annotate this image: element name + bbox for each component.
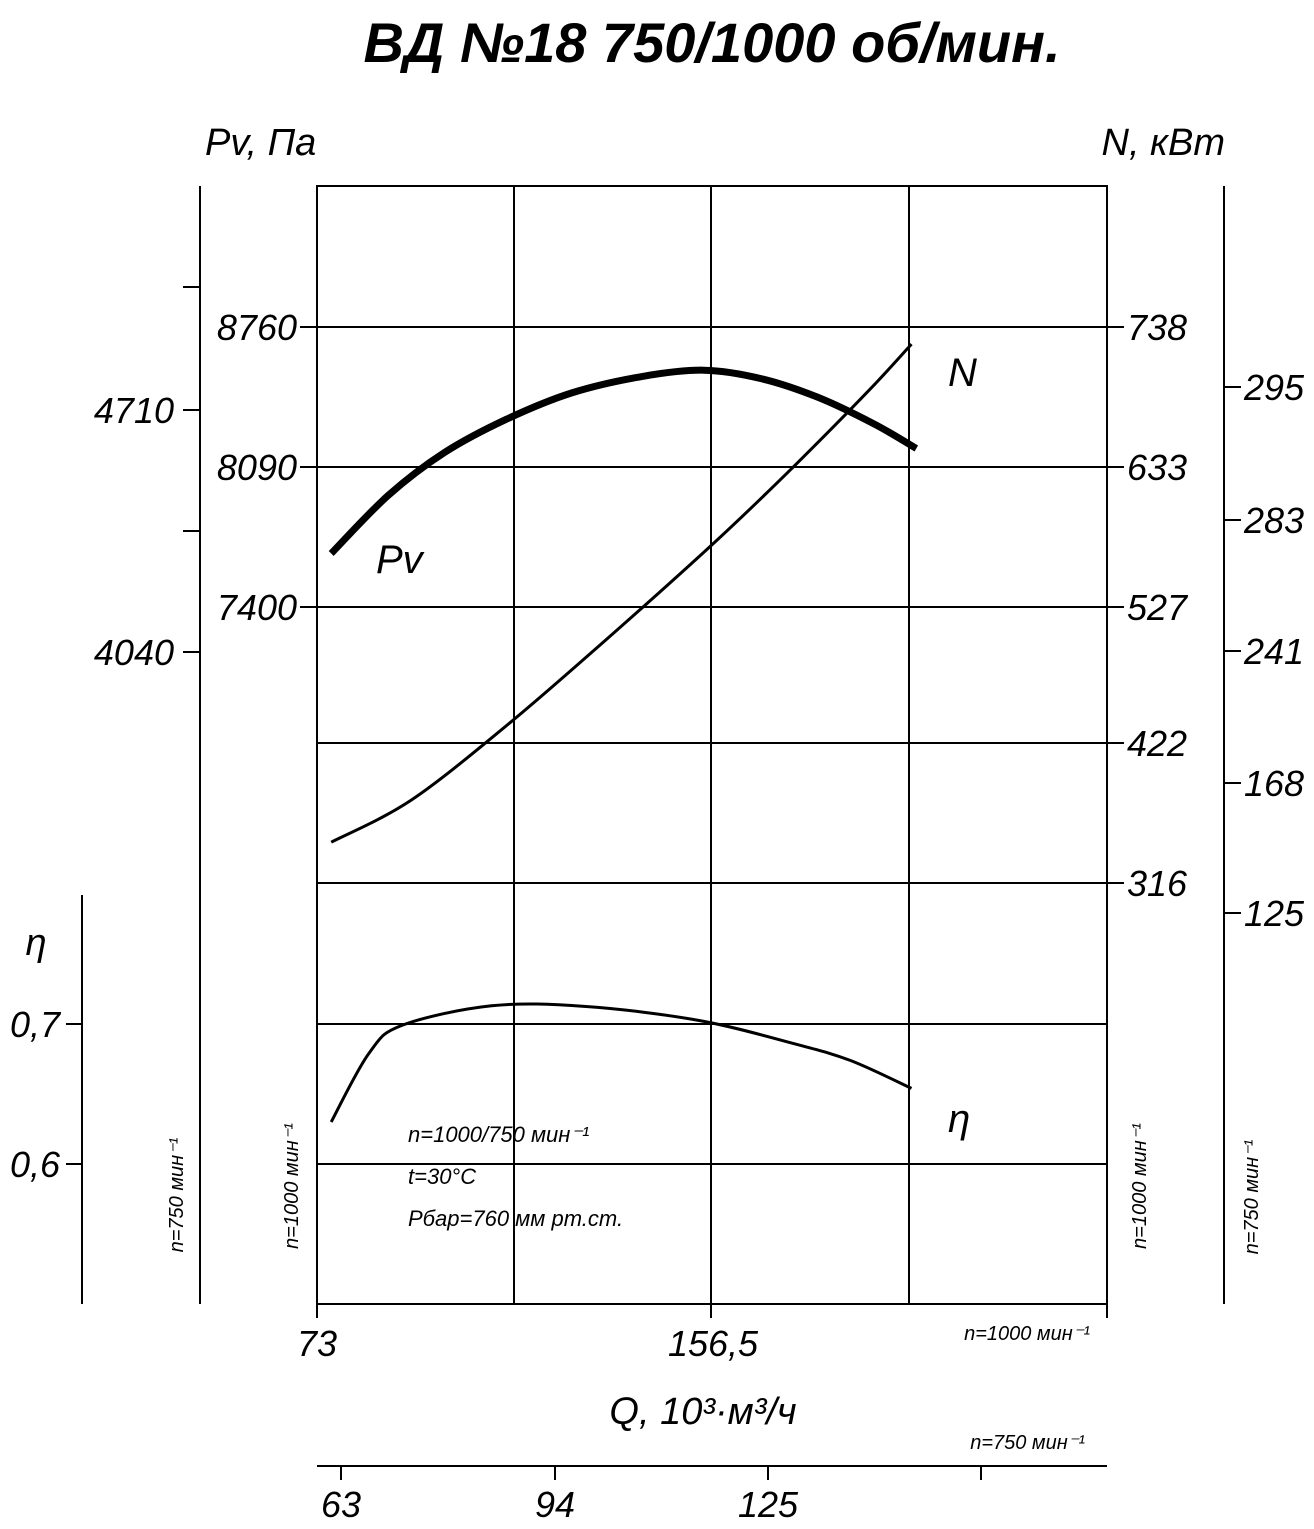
pv-curve: [328, 366, 919, 556]
efficiency-axis: 0,7 0,6: [10, 895, 83, 1304]
x-1000-tick-label: 156,5: [668, 1323, 759, 1364]
note-speed: n=1000/750 мин⁻¹: [408, 1122, 589, 1147]
pv-curve-label: Pv: [376, 538, 425, 582]
pressure-axis-title: Pv, Па: [205, 122, 316, 164]
pressure-axis-1000: 8760 8090 7400 n=1000 мин⁻¹: [217, 307, 317, 1249]
x-750-tick-label: 63: [321, 1484, 361, 1525]
horizontal-gridlines: [317, 326, 1107, 1165]
pressure-1000-tick-label: 8090: [217, 447, 297, 488]
efficiency-tick-label: 0,6: [10, 1144, 61, 1185]
curves: [328, 343, 919, 1123]
note-temperature: t=30°C: [408, 1164, 476, 1189]
conditions-note: n=1000/750 мин⁻¹ t=30°C Pбар=760 мм рт.с…: [408, 1122, 623, 1231]
pressure-axis-750: 4710 4040 n=750 мин⁻¹: [94, 186, 201, 1304]
pressure-750-tick-label: 4710: [94, 390, 174, 431]
power-750-tick-label: 295: [1243, 367, 1305, 408]
power-1000-speed-label: n=1000 мин⁻¹: [1129, 1123, 1151, 1249]
power-1000-tick-label: 633: [1127, 447, 1187, 488]
power-750-tick-label: 125: [1244, 893, 1305, 934]
power-axis-1000: 738 633 527 422 316 n=1000 мин⁻¹: [1107, 307, 1189, 1249]
pressure-750-speed-label: n=750 мин⁻¹: [166, 1137, 188, 1252]
x-750-tick-label: 94: [535, 1484, 575, 1525]
power-750-tick-label: 168: [1244, 763, 1304, 804]
n-curve: [330, 343, 913, 844]
x-1000-speed-label: n=1000 мин⁻¹: [964, 1323, 1090, 1345]
note-pressure: Pбар=760 мм рт.ст.: [408, 1206, 623, 1231]
efficiency-curve-label: η: [948, 1097, 970, 1141]
power-750-speed-label: n=750 мин⁻¹: [1241, 1139, 1263, 1254]
x-750-speed-label: n=750 мин⁻¹: [970, 1432, 1085, 1454]
x-750-tick-label: 125: [738, 1484, 799, 1525]
x-axis-750: 63 94 125 n=750 мин⁻¹: [317, 1432, 1107, 1525]
x-axis-1000: 73 156,5 n=1000 мин⁻¹: [297, 1304, 1108, 1364]
power-750-tick-label: 241: [1243, 631, 1304, 672]
power-1000-tick-label: 738: [1127, 307, 1187, 348]
x-axis-title: Q, 10³·м³/ч: [609, 1391, 796, 1433]
power-axis-title: N, кВт: [1102, 122, 1226, 164]
pressure-750-tick-label: 4040: [94, 632, 174, 673]
pressure-1000-tick-label: 7400: [217, 587, 297, 628]
efficiency-axis-title: η: [25, 922, 46, 964]
chart-title: ВД №18 750/1000 об/мин.: [363, 11, 1060, 74]
power-750-tick-label: 283: [1243, 500, 1304, 541]
x-1000-tick-label: 73: [297, 1323, 337, 1364]
power-1000-tick-label: 527: [1127, 587, 1189, 628]
efficiency-curve: [329, 1002, 913, 1123]
power-axis-750: 295 283 241 168 125 n=750 мин⁻¹: [1223, 186, 1305, 1304]
power-1000-tick-label: 316: [1127, 863, 1188, 904]
efficiency-tick-label: 0,7: [10, 1004, 62, 1045]
n-curve-label: N: [948, 351, 977, 395]
pressure-1000-tick-label: 8760: [217, 307, 297, 348]
pressure-1000-speed-label: n=1000 мин⁻¹: [281, 1123, 303, 1249]
power-1000-tick-label: 422: [1127, 723, 1187, 764]
